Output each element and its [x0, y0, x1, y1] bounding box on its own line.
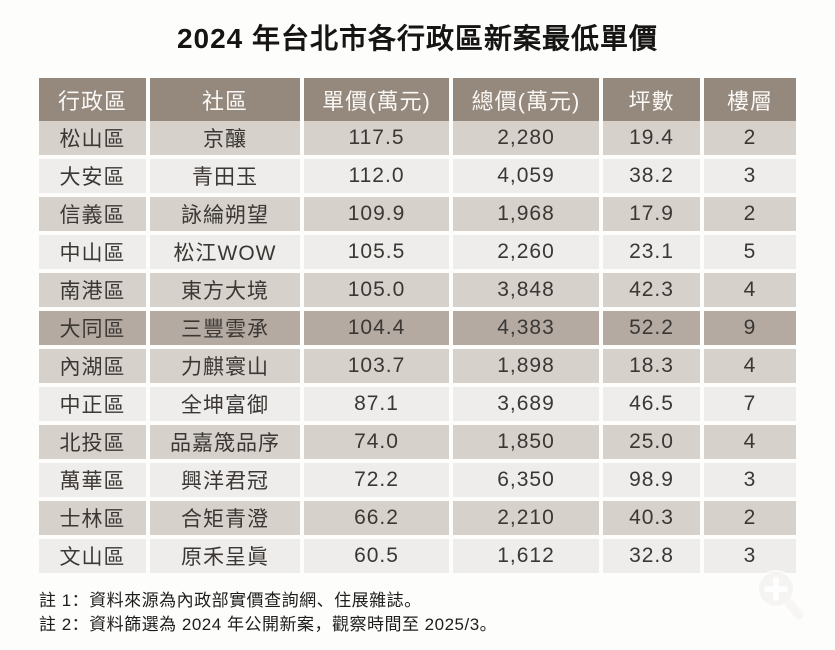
cell-floor: 3: [704, 159, 796, 193]
cell-ping: 38.2: [603, 159, 700, 193]
cell-total-price: 6,350: [453, 463, 599, 497]
cell-community: 原禾呈眞: [150, 539, 300, 573]
header-cell-district: 行政區: [39, 78, 146, 121]
cell-ping: 25.0: [603, 425, 700, 459]
table-row: 萬華區 興洋君冠 72.2 6,350 98.9 3: [39, 463, 796, 497]
header-cell-unit-price: 單價(萬元): [304, 78, 449, 121]
cell-floor: 3: [704, 463, 796, 497]
cell-district: 松山區: [39, 121, 146, 155]
cell-ping: 46.5: [603, 387, 700, 421]
cell-floor: 7: [704, 387, 796, 421]
cell-ping: 18.3: [603, 349, 700, 383]
cell-unit-price: 66.2: [304, 501, 449, 535]
cell-ping: 23.1: [603, 235, 700, 269]
cell-community: 松江WOW: [150, 235, 300, 269]
cell-floor: 9: [704, 311, 796, 345]
cell-total-price: 2,280: [453, 121, 599, 155]
cell-district: 南港區: [39, 273, 146, 307]
cell-ping: 40.3: [603, 501, 700, 535]
cell-community: 青田玉: [150, 159, 300, 193]
table-header-row: 行政區 社區 單價(萬元) 總價(萬元) 坪數 樓層: [39, 78, 796, 121]
cell-total-price: 2,210: [453, 501, 599, 535]
page-title: 2024 年台北市各行政區新案最低單價: [176, 23, 659, 54]
cell-total-price: 3,689: [453, 387, 599, 421]
cell-total-price: 2,260: [453, 235, 599, 269]
footnotes: 註 1：資料來源為內政部實價查詢網、住展雜誌。 註 2：資料篩選為 2024 年…: [39, 589, 497, 637]
table-row: 松山區 京釀 117.5 2,280 19.4 2: [39, 121, 796, 155]
cell-community: 京釀: [150, 121, 300, 155]
cell-floor: 4: [704, 425, 796, 459]
table-row: 文山區 原禾呈眞 60.5 1,612 32.8 3: [39, 539, 796, 573]
table-row: 大安區 青田玉 112.0 4,059 38.2 3: [39, 159, 796, 193]
cell-unit-price: 117.5: [304, 121, 449, 155]
cell-total-price: 4,383: [453, 311, 599, 345]
cell-ping: 17.9: [603, 197, 700, 231]
cell-community: 力麒寰山: [150, 349, 300, 383]
header-cell-ping: 坪數: [603, 78, 700, 121]
cell-unit-price: 74.0: [304, 425, 449, 459]
header-cell-total-price: 總價(萬元): [453, 78, 599, 121]
table-body: 松山區 京釀 117.5 2,280 19.4 2 大安區 青田玉 112.0 4,059 38.2…: [39, 121, 796, 573]
cell-floor: 4: [704, 349, 796, 383]
table-row: 中山區 松江WOW 105.5 2,260 23.1 5: [39, 235, 796, 269]
cell-district: 士林區: [39, 501, 146, 535]
cell-community: 品嘉筬品序: [150, 425, 300, 459]
cell-total-price: 3,848: [453, 273, 599, 307]
cell-total-price: 1,850: [453, 425, 599, 459]
table-row: 北投區 品嘉筬品序 74.0 1,850 25.0 4: [39, 425, 796, 459]
cell-unit-price: 109.9: [304, 197, 449, 231]
cell-total-price: 1,898: [453, 349, 599, 383]
cell-district: 內湖區: [39, 349, 146, 383]
infographic-page: 2024 年台北市各行政區新案最低單價 行政區 社區 單價(萬元) 總價(萬元)…: [0, 17, 835, 650]
table-row: 內湖區 力麒寰山 103.7 1,898 18.3 4: [39, 349, 796, 383]
cell-unit-price: 103.7: [304, 349, 449, 383]
price-table: 行政區 社區 單價(萬元) 總價(萬元) 坪數 樓層 松山區 京釀 117.5 2,2…: [39, 78, 796, 573]
cell-district: 大安區: [39, 159, 146, 193]
cell-floor: 3: [704, 539, 796, 573]
cell-district: 中正區: [39, 387, 146, 421]
header-cell-floor: 樓層: [704, 78, 796, 121]
cell-floor: 4: [704, 273, 796, 307]
cell-district: 北投區: [39, 425, 146, 459]
cell-ping: 32.8: [603, 539, 700, 573]
cell-floor: 2: [704, 121, 796, 155]
cell-community: 興洋君冠: [150, 463, 300, 497]
table-row: 中正區 全坤富御 87.1 3,689 46.5 7: [39, 387, 796, 421]
cell-community: 三豐雲承: [150, 311, 300, 345]
cell-district: 大同區: [39, 311, 146, 345]
cell-unit-price: 87.1: [304, 387, 449, 421]
footnote-1: 註 1：資料來源為內政部實價查詢網、住展雜誌。: [39, 591, 422, 610]
table-row: 大同區 三豐雲承 104.4 4,383 52.2 9: [39, 311, 796, 345]
cell-district: 萬華區: [39, 463, 146, 497]
cell-unit-price: 105.0: [304, 273, 449, 307]
cell-floor: 5: [704, 235, 796, 269]
cell-district: 文山區: [39, 539, 146, 573]
cell-floor: 2: [704, 197, 796, 231]
cell-community: 全坤富御: [150, 387, 300, 421]
cell-unit-price: 72.2: [304, 463, 449, 497]
footnote-2: 註 2：資料篩選為 2024 年公開新案，觀察時間至 2025/3。: [39, 615, 498, 634]
table-row: 士林區 合矩青澄 66.2 2,210 40.3 2: [39, 501, 796, 535]
cell-community: 詠綸朔望: [150, 197, 300, 231]
cell-ping: 98.9: [603, 463, 700, 497]
zoom-in-magnifier-icon[interactable]: [749, 565, 811, 627]
cell-total-price: 1,612: [453, 539, 599, 573]
cell-unit-price: 104.4: [304, 311, 449, 345]
cell-unit-price: 105.5: [304, 235, 449, 269]
cell-total-price: 1,968: [453, 197, 599, 231]
cell-ping: 19.4: [603, 121, 700, 155]
cell-district: 中山區: [39, 235, 146, 269]
cell-unit-price: 60.5: [304, 539, 449, 573]
cell-total-price: 4,059: [453, 159, 599, 193]
cell-unit-price: 112.0: [304, 159, 449, 193]
cell-community: 合矩青澄: [150, 501, 300, 535]
cell-ping: 52.2: [603, 311, 700, 345]
cell-floor: 2: [704, 501, 796, 535]
table-row: 南港區 東方大境 105.0 3,848 42.3 4: [39, 273, 796, 307]
cell-district: 信義區: [39, 197, 146, 231]
table-row: 信義區 詠綸朔望 109.9 1,968 17.9 2: [39, 197, 796, 231]
cell-ping: 42.3: [603, 273, 700, 307]
header-cell-community: 社區: [150, 78, 300, 121]
cell-community: 東方大境: [150, 273, 300, 307]
